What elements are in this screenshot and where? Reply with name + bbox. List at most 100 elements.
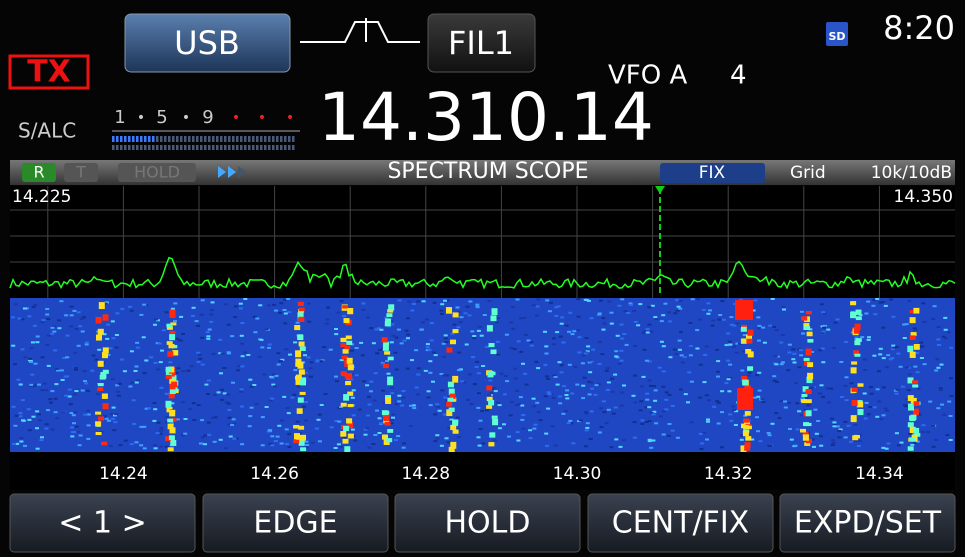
meter-segment — [116, 145, 119, 150]
waterfall-pixel — [45, 344, 49, 346]
meter-segment — [248, 145, 251, 150]
scope-title: SPECTRUM SCOPE — [387, 159, 588, 184]
waterfall-pixel — [935, 358, 939, 360]
waterfall-pixel — [64, 314, 68, 316]
waterfall-signal — [347, 308, 353, 314]
waterfall-pixel — [387, 373, 391, 375]
waterfall-pixel — [175, 338, 179, 340]
soft-button-label[interactable]: EDGE — [253, 506, 337, 541]
axis-label: 14.34 — [855, 464, 904, 484]
mode-button[interactable]: USB — [125, 14, 290, 72]
waterfall-pixel — [588, 371, 592, 373]
meter-segment — [248, 136, 251, 142]
waterfall-pixel — [552, 397, 556, 399]
waterfall-pixel — [544, 433, 548, 435]
waterfall-pixel — [757, 340, 761, 342]
waterfall-pixel — [688, 322, 692, 324]
soft-button[interactable]: EXPD/SET — [780, 494, 955, 552]
waterfall-pixel — [516, 440, 520, 442]
waterfall-pixel — [895, 432, 899, 434]
waterfall-pixel — [240, 343, 244, 345]
waterfall-pixel — [620, 405, 624, 407]
waterfall-pixel — [500, 373, 504, 375]
waterfall-pixel — [22, 420, 26, 422]
waterfall-pixel — [162, 329, 166, 331]
soft-button-label[interactable]: EXPD/SET — [794, 506, 942, 541]
waterfall-pixel — [64, 376, 68, 378]
waterfall-pixel — [11, 316, 15, 318]
waterfall-pixel — [274, 310, 278, 312]
mode-label[interactable]: USB — [174, 24, 240, 62]
waterfall-signal — [344, 318, 350, 323]
waterfall-pixel — [248, 425, 252, 427]
waterfall-pixel — [568, 364, 572, 366]
waterfall-pixel — [576, 298, 580, 300]
filter-label[interactable]: FIL1 — [448, 24, 514, 62]
soft-button[interactable]: CENT/FIX — [588, 494, 773, 552]
waterfall-pixel — [949, 377, 953, 379]
waterfall-pixel — [523, 317, 527, 319]
waterfall-pixel — [536, 306, 540, 308]
soft-button-label[interactable]: < 1 > — [58, 506, 146, 541]
waterfall-pixel — [950, 395, 954, 397]
waterfall-pixel — [496, 402, 500, 404]
waterfall-pixel — [590, 361, 594, 363]
waterfall-pixel — [359, 342, 363, 344]
meter-segment — [188, 145, 191, 150]
waterfall-signal — [737, 388, 753, 410]
soft-button[interactable]: EDGE — [203, 494, 388, 552]
waterfall-pixel — [422, 300, 426, 302]
waterfall-pixel — [572, 330, 576, 332]
waterfall-pixel — [436, 438, 440, 440]
waterfall-pixel — [647, 406, 651, 408]
waterfall-pixel — [879, 302, 883, 304]
t-indicator: T — [75, 163, 86, 182]
waterfall-pixel — [159, 446, 163, 448]
filter-button[interactable]: FIL1 — [428, 14, 535, 72]
waterfall-pixel — [705, 345, 709, 347]
waterfall-pixel — [406, 317, 410, 319]
soft-button-label[interactable]: HOLD — [445, 506, 531, 541]
waterfall-pixel — [433, 440, 437, 442]
soft-button-label[interactable]: CENT/FIX — [612, 506, 749, 541]
soft-button[interactable]: < 1 > — [10, 494, 195, 552]
waterfall-pixel — [535, 314, 539, 316]
meter-segment — [152, 136, 155, 142]
waterfall-pixel — [51, 428, 55, 430]
waterfall-pixel — [780, 363, 784, 365]
waterfall-pixel — [476, 306, 480, 308]
waterfall-pixel — [560, 316, 564, 318]
waterfall-signal — [166, 375, 172, 379]
waterfall-pixel — [756, 430, 760, 432]
waterfall-signal — [340, 431, 346, 437]
waterfall-pixel — [620, 298, 624, 300]
waterfall-pixel — [23, 445, 27, 447]
waterfall-pixel — [534, 424, 538, 426]
waterfall-pixel — [716, 376, 720, 378]
soft-button[interactable]: HOLD — [395, 494, 580, 552]
waterfall-signal — [742, 380, 748, 386]
meter-segment — [128, 136, 131, 142]
waterfall-pixel — [585, 413, 589, 415]
waterfall-pixel — [821, 332, 825, 334]
waterfall-pixel — [391, 335, 395, 337]
waterfall-pixel — [14, 303, 18, 305]
waterfall-pixel — [456, 417, 460, 419]
waterfall-signal — [450, 340, 456, 345]
waterfall-pixel — [154, 447, 158, 449]
waterfall-pixel — [396, 435, 400, 437]
waterfall-pixel — [285, 443, 289, 445]
meter-segment — [188, 136, 191, 142]
meter-segment — [204, 136, 207, 142]
waterfall-pixel — [543, 331, 547, 333]
waterfall-pixel — [662, 434, 666, 436]
waterfall-pixel — [597, 314, 601, 316]
waterfall-signal — [446, 348, 452, 353]
waterfall-pixel — [900, 442, 904, 444]
waterfall-pixel — [837, 436, 841, 438]
waterfall-pixel — [907, 389, 911, 391]
waterfall-pixel — [366, 317, 370, 319]
waterfall-pixel — [854, 424, 858, 426]
memory-number: 4 — [730, 61, 747, 91]
waterfall-pixel — [373, 434, 377, 436]
